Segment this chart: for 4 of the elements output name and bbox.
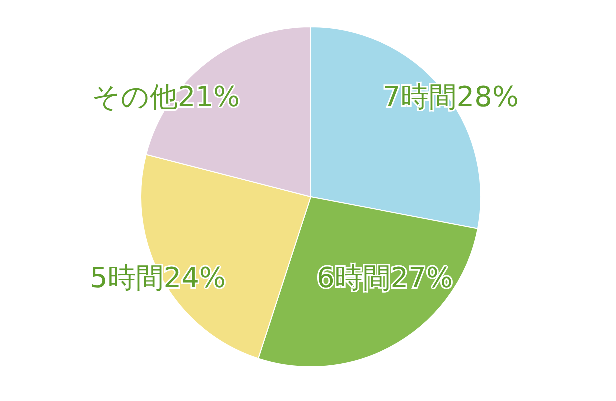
slice-label: 5時間24% [90,262,226,294]
slice-label: 6時間27% [316,262,454,294]
slice-label: その他21% [92,80,240,114]
slice-label: 7時間28% [382,80,520,114]
